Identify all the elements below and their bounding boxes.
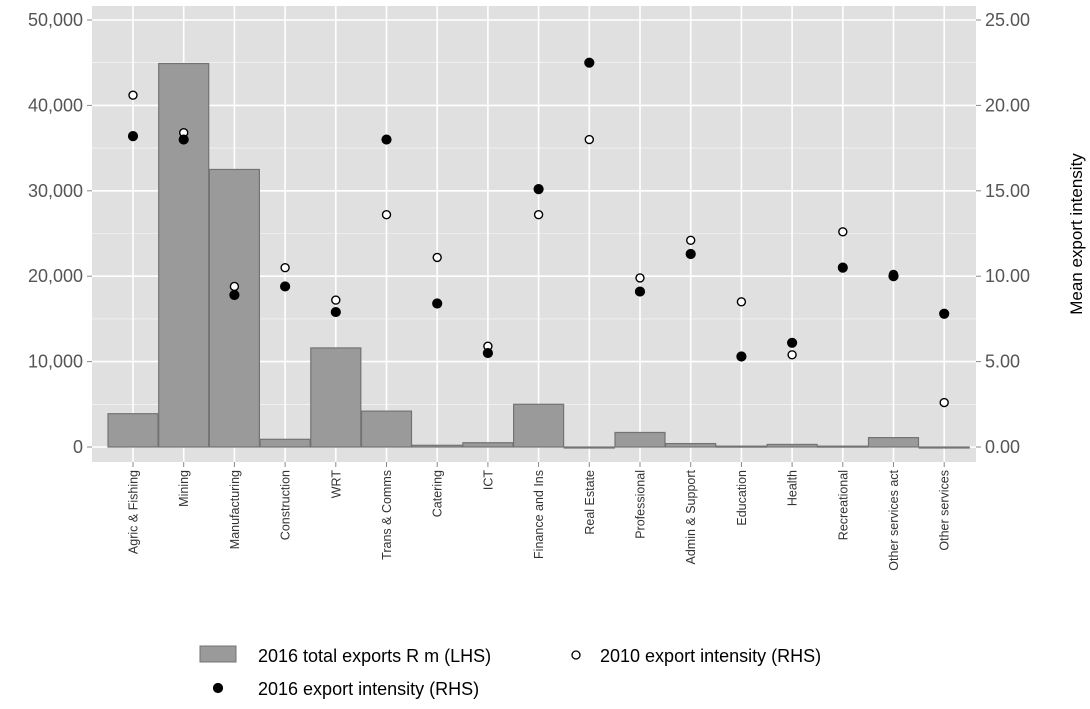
legend-swatch-bar bbox=[199, 645, 237, 663]
bar-6 bbox=[411, 444, 463, 448]
point-2016-11 bbox=[685, 248, 696, 260]
legend-swatch-2016 bbox=[212, 682, 224, 694]
tick-label-x: Mining bbox=[177, 470, 191, 507]
point-2010-16 bbox=[939, 397, 949, 408]
bar-12 bbox=[715, 445, 768, 448]
point-2010-13 bbox=[787, 350, 797, 360]
point-2010-6 bbox=[432, 252, 442, 263]
tick-label-right: 10.00 bbox=[985, 266, 1030, 286]
tick-label-x: Agric & Fishing bbox=[127, 470, 141, 554]
tick-label-x: Finance and Ins bbox=[532, 470, 546, 559]
point-2016-13 bbox=[787, 337, 798, 348]
bar-4 bbox=[310, 347, 362, 448]
point-2016-2 bbox=[229, 289, 240, 301]
tick-label-x: Trans & Comms bbox=[380, 470, 394, 560]
point-2016-5 bbox=[381, 134, 392, 145]
bar-3 bbox=[259, 438, 311, 448]
legend-label-bar: 2016 total exports R m (LHS) bbox=[258, 646, 491, 666]
point-2016-10 bbox=[634, 286, 646, 297]
tick-label-x: Recreational bbox=[836, 470, 850, 540]
point-2016-6 bbox=[432, 298, 443, 309]
point-2010-12 bbox=[736, 297, 747, 307]
bar-2 bbox=[208, 168, 260, 448]
tick-label-x: Construction bbox=[279, 470, 293, 540]
bar-0 bbox=[107, 413, 159, 448]
axes: 0 10,000 20,000 30,000 40,000 50,000 0.00 5.00 1… bbox=[28, 10, 1086, 571]
point-2016-14 bbox=[837, 262, 848, 273]
point-2010-5 bbox=[381, 210, 392, 220]
point-2016-12 bbox=[736, 351, 747, 362]
tick-label-x: ICT bbox=[481, 470, 495, 491]
tick-label-x: Other services act bbox=[887, 469, 901, 570]
bar-8 bbox=[512, 403, 565, 448]
y-axis-right-title: Mean export intensity bbox=[1067, 153, 1086, 315]
tick-label-x: Education bbox=[735, 470, 749, 526]
tick-label-left: 0 bbox=[73, 437, 83, 457]
bar-11 bbox=[665, 442, 717, 448]
point-2016-3 bbox=[280, 281, 291, 292]
tick-label-right: 0.00 bbox=[985, 437, 1020, 457]
bar-7 bbox=[462, 442, 514, 448]
point-2016-4 bbox=[330, 306, 341, 318]
tick-label-left: 50,000 bbox=[28, 10, 83, 30]
legend-swatch-2010 bbox=[571, 650, 581, 660]
point-2010-14 bbox=[838, 227, 848, 237]
point-2016-16 bbox=[939, 308, 950, 319]
tick-label-left: 10,000 bbox=[28, 352, 83, 372]
bar-10 bbox=[614, 431, 666, 448]
bar-16 bbox=[918, 446, 970, 449]
tick-label-left: 40,000 bbox=[28, 95, 83, 115]
bar-5 bbox=[360, 410, 413, 448]
point-2010-10 bbox=[635, 273, 645, 283]
point-2010-8 bbox=[533, 210, 544, 220]
point-2016-15 bbox=[888, 271, 899, 282]
tick-label-x: Catering bbox=[431, 470, 445, 517]
point-2010-4 bbox=[331, 295, 341, 305]
bar-13 bbox=[766, 443, 818, 448]
point-2016-0 bbox=[127, 131, 139, 142]
point-2010-0 bbox=[128, 90, 138, 100]
bar-14 bbox=[817, 445, 869, 448]
bar-9 bbox=[563, 446, 615, 449]
point-2016-7 bbox=[482, 347, 493, 359]
point-2010-11 bbox=[686, 235, 696, 246]
tick-label-x: Admin & Support bbox=[684, 469, 698, 564]
tick-label-x: Other services bbox=[938, 470, 952, 551]
bar-15 bbox=[867, 437, 920, 448]
tick-label-x: Health bbox=[786, 470, 800, 506]
bars bbox=[107, 62, 970, 449]
tick-label-right: 15.00 bbox=[985, 181, 1030, 201]
legend-label-2010: 2010 export intensity (RHS) bbox=[600, 646, 821, 666]
point-2010-2 bbox=[229, 281, 240, 292]
bar-1 bbox=[158, 62, 210, 448]
point-2016-8 bbox=[533, 183, 544, 195]
point-2016-1 bbox=[178, 134, 189, 145]
tick-label-left: 30,000 bbox=[28, 181, 83, 201]
tick-label-x: WRT bbox=[329, 470, 343, 499]
tick-label-right: 5.00 bbox=[985, 352, 1020, 372]
tick-label-right: 20.00 bbox=[985, 95, 1030, 115]
legend: 2016 total exports R m (LHS) 2010 export … bbox=[199, 645, 821, 699]
tick-label-left: 20,000 bbox=[28, 266, 83, 286]
point-2010-3 bbox=[280, 262, 290, 273]
tick-label-right: 25.00 bbox=[985, 10, 1030, 30]
tick-label-x: Manufacturing bbox=[228, 470, 242, 549]
tick-label-x: Professional bbox=[634, 470, 648, 539]
tick-label-x: Real Estate bbox=[583, 470, 597, 535]
point-2016-9 bbox=[584, 57, 595, 68]
point-2010-9 bbox=[584, 134, 594, 145]
legend-label-2016: 2016 export intensity (RHS) bbox=[258, 679, 479, 699]
points bbox=[127, 57, 950, 408]
